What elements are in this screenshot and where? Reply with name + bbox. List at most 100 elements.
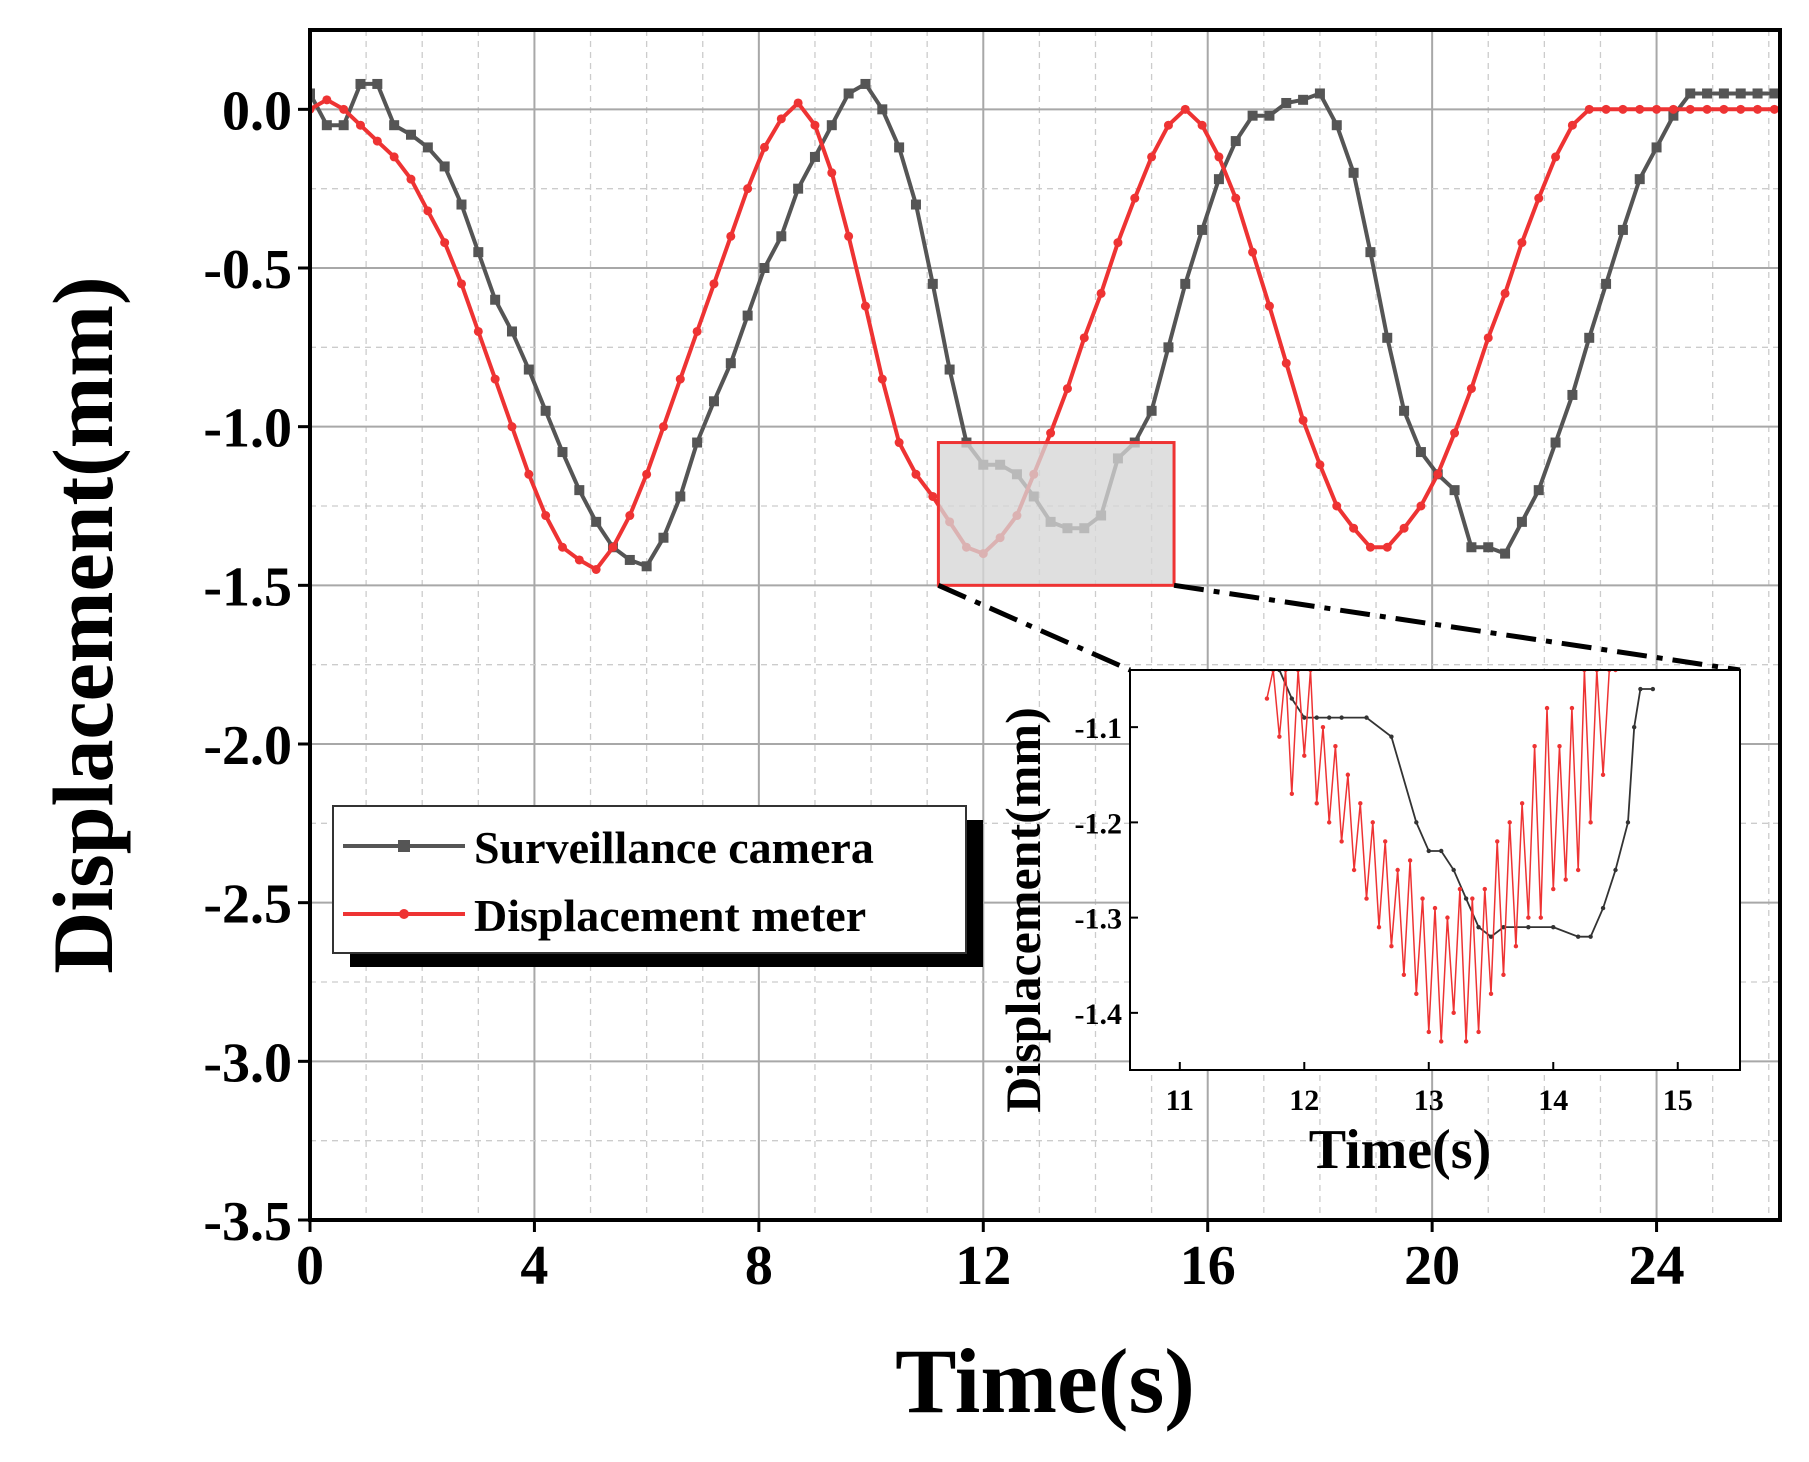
data-point-meter	[1635, 104, 1645, 114]
data-point-camera	[1331, 120, 1342, 131]
data-point-meter	[524, 469, 534, 479]
data-point-meter	[557, 542, 567, 552]
data-point-camera	[1702, 88, 1713, 99]
data-point-camera	[473, 247, 484, 258]
data-point-meter	[827, 168, 837, 178]
data-point-camera	[439, 161, 450, 172]
x-axis-title: Time(s)	[895, 1330, 1195, 1432]
data-point-meter	[1079, 333, 1089, 343]
data-point-meter	[456, 279, 466, 289]
data-point-camera	[1500, 548, 1511, 559]
data-point-meter	[844, 231, 854, 241]
inset-data-point	[1339, 839, 1344, 844]
y-tick-label: -1.0	[203, 398, 292, 460]
inset-data-point	[1345, 772, 1351, 777]
inset-x-tick-label: 13	[1414, 1084, 1444, 1117]
inset-data-point	[1451, 1010, 1456, 1016]
data-point-meter	[658, 422, 668, 432]
data-point-meter	[440, 238, 450, 248]
inset-data-point	[1370, 820, 1375, 825]
inset-data-point	[1314, 715, 1319, 720]
inset-data-point	[1389, 943, 1394, 949]
data-point-meter	[406, 174, 416, 184]
data-point-camera	[1281, 97, 1292, 108]
data-point-camera	[1365, 247, 1376, 258]
data-point-meter	[1685, 104, 1695, 114]
data-point-meter	[1197, 120, 1207, 130]
inset-data-point	[1544, 705, 1550, 711]
data-point-camera	[1601, 278, 1612, 289]
data-point-meter	[709, 279, 719, 289]
data-point-meter	[1769, 104, 1779, 114]
data-point-meter	[1332, 501, 1342, 511]
inset-data-point	[1488, 934, 1494, 939]
data-point-camera	[910, 199, 921, 210]
inset-x-ticks: 11 12 13 14 15	[1166, 1062, 1693, 1117]
data-point-meter	[1163, 120, 1173, 130]
data-point-meter	[355, 120, 365, 130]
inset-data-point	[1631, 724, 1637, 730]
legend-meter-marker	[399, 909, 409, 919]
inset-x-tick-label: 14	[1538, 1084, 1568, 1117]
data-point-camera	[1466, 542, 1477, 553]
data-point-meter	[372, 136, 382, 146]
data-point-camera	[742, 310, 753, 321]
data-point-meter	[1551, 152, 1561, 162]
data-point-camera	[725, 358, 736, 369]
inset-data-point	[1439, 1039, 1444, 1044]
inset-data-point	[1495, 839, 1500, 844]
data-point-meter	[642, 469, 652, 479]
data-point-camera	[860, 78, 871, 89]
data-point-camera	[641, 561, 652, 572]
inset-data-point	[1501, 924, 1506, 930]
data-point-meter	[911, 469, 921, 479]
data-point-meter	[1466, 384, 1476, 394]
inset-data-point	[1650, 686, 1656, 692]
inset-data-point	[1575, 934, 1581, 939]
main-y-ticks: 0.0 -0.5 -1.0 -1.5 -2.0 -2.5 -3.0 -3.5	[203, 80, 310, 1253]
data-point-camera	[1213, 174, 1224, 185]
inset-data-point	[1600, 905, 1606, 911]
data-point-camera	[793, 183, 804, 194]
data-point-camera	[1634, 174, 1645, 185]
data-point-meter	[860, 301, 870, 311]
data-point-meter	[1113, 238, 1123, 248]
data-point-meter	[692, 326, 702, 336]
data-point-camera	[456, 199, 467, 210]
inset-data-point	[1513, 943, 1519, 949]
data-point-meter	[928, 491, 938, 501]
data-point-camera	[675, 491, 686, 502]
inset-data-point	[1551, 886, 1556, 892]
data-point-meter	[1500, 288, 1510, 298]
data-point-camera	[1651, 142, 1662, 153]
data-point-camera	[1146, 405, 1157, 416]
inset-data-point	[1470, 896, 1475, 901]
data-point-meter	[625, 511, 635, 521]
y-tick-label: -3.0	[203, 1032, 292, 1094]
data-point-camera	[1314, 88, 1325, 99]
data-point-camera	[658, 532, 669, 543]
data-point-camera	[759, 263, 770, 273]
inset-data-point	[1383, 839, 1388, 844]
inset-data-point	[1302, 715, 1307, 720]
inset-data-point	[1557, 743, 1562, 749]
data-point-meter	[894, 438, 904, 448]
data-point-meter	[877, 374, 887, 384]
y-tick-label: -1.5	[203, 556, 292, 618]
data-point-meter	[591, 564, 601, 574]
data-point-camera	[1415, 447, 1426, 458]
x-tick-label: 0	[296, 1235, 324, 1297]
data-point-camera	[1382, 332, 1393, 343]
data-point-meter	[759, 142, 769, 152]
x-tick-label: 12	[955, 1235, 1011, 1297]
data-point-meter	[793, 98, 803, 108]
inset-data-point	[1526, 924, 1531, 930]
inset-data-point	[1526, 915, 1531, 920]
data-point-camera	[1483, 542, 1494, 553]
inset-data-point	[1364, 896, 1369, 901]
data-point-meter	[423, 206, 433, 216]
inset-data-point	[1482, 886, 1487, 892]
inset-data-point	[1376, 924, 1382, 930]
data-point-meter	[1096, 288, 1106, 298]
data-point-meter	[1483, 333, 1493, 343]
